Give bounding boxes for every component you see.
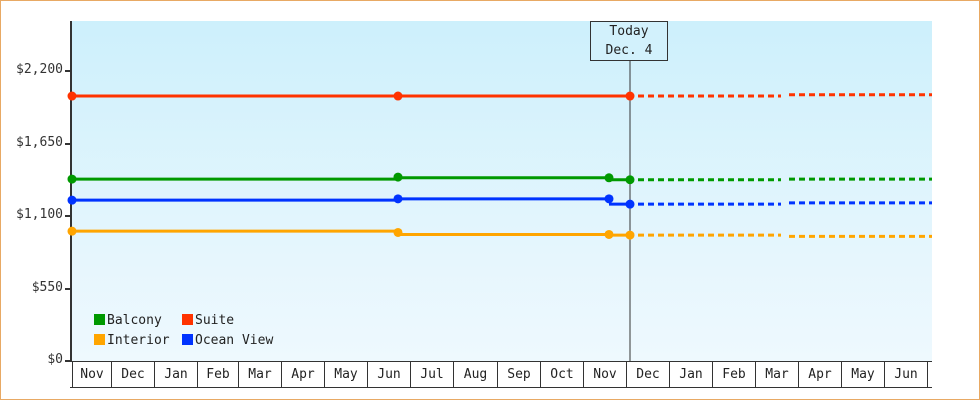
y-tick-label: $550	[31, 279, 63, 295]
data-point[interactable]	[625, 199, 635, 209]
x-tick-label: Aug	[453, 362, 497, 387]
plot-area	[72, 21, 932, 361]
data-point[interactable]	[67, 174, 77, 184]
legend-swatch	[94, 334, 105, 345]
y-axis	[70, 21, 72, 362]
legend-swatch	[94, 314, 105, 325]
x-tick-label: Apr	[798, 362, 841, 387]
data-point[interactable]	[393, 227, 403, 237]
x-tick-label: Mar	[755, 362, 798, 387]
x-tick-label: Nov	[583, 362, 626, 387]
data-point[interactable]	[393, 194, 403, 204]
legend-swatch	[182, 314, 193, 325]
x-tick-label: Dec	[626, 362, 669, 387]
data-point[interactable]	[604, 194, 614, 204]
data-point[interactable]	[67, 195, 77, 205]
x-tick-label: Nov	[72, 362, 111, 387]
y-tick-mark	[65, 70, 71, 72]
y-tick-mark	[65, 142, 71, 145]
data-point[interactable]	[604, 173, 614, 183]
y-tick-label: $0	[47, 352, 63, 367]
y-tick-mark	[65, 287, 71, 290]
x-tick-label: Feb	[712, 362, 755, 387]
x-tick-label: Jun	[367, 362, 410, 387]
y-tick-mark	[65, 360, 71, 362]
series-ocean-view	[67, 194, 932, 209]
y-tick-mark	[65, 215, 71, 217]
x-tick-label: Mar	[238, 362, 281, 387]
legend-label: Suite	[195, 313, 235, 328]
data-point[interactable]	[393, 91, 403, 101]
x-axis: Nov Dec Jan Feb Mar Apr May Jun Jul Aug Sep Oct Nov D…	[70, 361, 932, 388]
x-tick-label: Jan	[669, 362, 712, 387]
y-tick-label: $1,650	[16, 134, 63, 150]
x-tick-label: Dec	[111, 362, 154, 387]
legend-swatch	[182, 334, 193, 345]
legend-item-interior[interactable]: Interior	[94, 333, 170, 349]
x-tick-label: Feb	[197, 362, 238, 387]
series-balcony	[67, 172, 932, 185]
legend-label: Interior	[107, 333, 170, 348]
y-tick-label: $2,200	[16, 62, 63, 77]
x-axis-end	[927, 362, 928, 387]
x-tick-label: Apr	[281, 362, 324, 387]
today-label: Today	[609, 24, 649, 39]
legend-item-balcony[interactable]: Balcony	[94, 313, 162, 329]
x-tick-label: Jan	[154, 362, 197, 387]
legend-label: Balcony	[107, 313, 162, 328]
data-point[interactable]	[67, 226, 77, 236]
data-point[interactable]	[625, 230, 635, 240]
legend-item-suite[interactable]: Suite	[182, 313, 234, 329]
x-tick-label: May	[324, 362, 367, 387]
today-date: Dec. 4	[605, 43, 653, 58]
x-tick-label: May	[841, 362, 884, 387]
series-suite	[67, 91, 932, 101]
x-tick-label: Jun	[884, 362, 927, 387]
x-tick-label: Jul	[410, 362, 453, 387]
legend-item-ocean-view[interactable]: Ocean View	[182, 333, 273, 349]
data-point[interactable]	[393, 172, 403, 182]
legend-label: Ocean View	[195, 333, 274, 348]
today-marker: Today Dec. 4	[590, 21, 668, 61]
y-tick-label: $1,100	[16, 207, 63, 222]
x-tick-label: Oct	[540, 362, 583, 387]
series-interior	[67, 226, 932, 240]
data-point[interactable]	[67, 91, 77, 101]
data-point[interactable]	[625, 91, 635, 101]
data-point[interactable]	[625, 175, 635, 185]
x-tick-label: Sep	[497, 362, 540, 387]
data-point[interactable]	[604, 229, 614, 239]
